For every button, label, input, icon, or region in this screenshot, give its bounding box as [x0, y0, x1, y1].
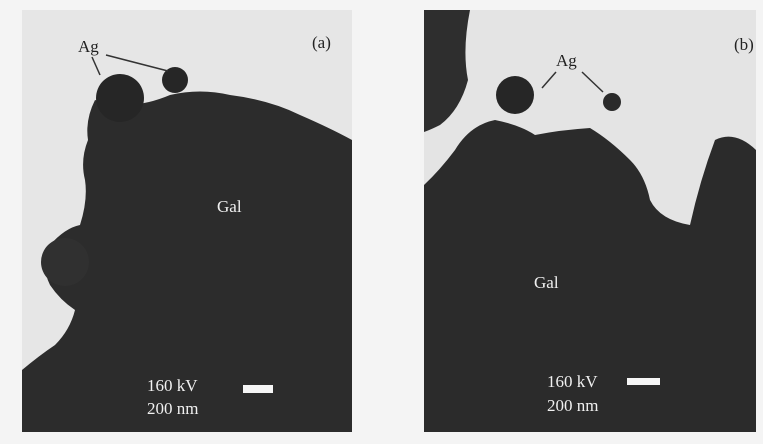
- particle-label: Ag: [78, 37, 99, 56]
- particle: [41, 238, 89, 286]
- particle: [603, 93, 621, 111]
- particle: [96, 74, 144, 122]
- scale-label: 200 nm: [147, 399, 198, 418]
- particle-label: Ag: [556, 51, 577, 70]
- panel-a: (a) Ag Gal 160 kV 200 nm: [22, 10, 352, 432]
- voltage-label: 160 kV: [147, 376, 198, 395]
- scale-bar: [627, 378, 660, 385]
- scale-label: 200 nm: [547, 396, 598, 415]
- panel-b: (b) Ag Gal 160 kV 200 nm: [424, 10, 756, 432]
- figure: (a) Ag Gal 160 kV 200 nm (b) Ag Gal 160 …: [0, 0, 763, 444]
- panel-label: (b): [734, 35, 754, 54]
- scale-bar: [243, 385, 273, 393]
- voltage-label: 160 kV: [547, 372, 598, 391]
- substrate-label: Gal: [534, 273, 559, 292]
- panel-label: (a): [312, 33, 331, 52]
- substrate-label: Gal: [217, 197, 242, 216]
- particle: [496, 76, 534, 114]
